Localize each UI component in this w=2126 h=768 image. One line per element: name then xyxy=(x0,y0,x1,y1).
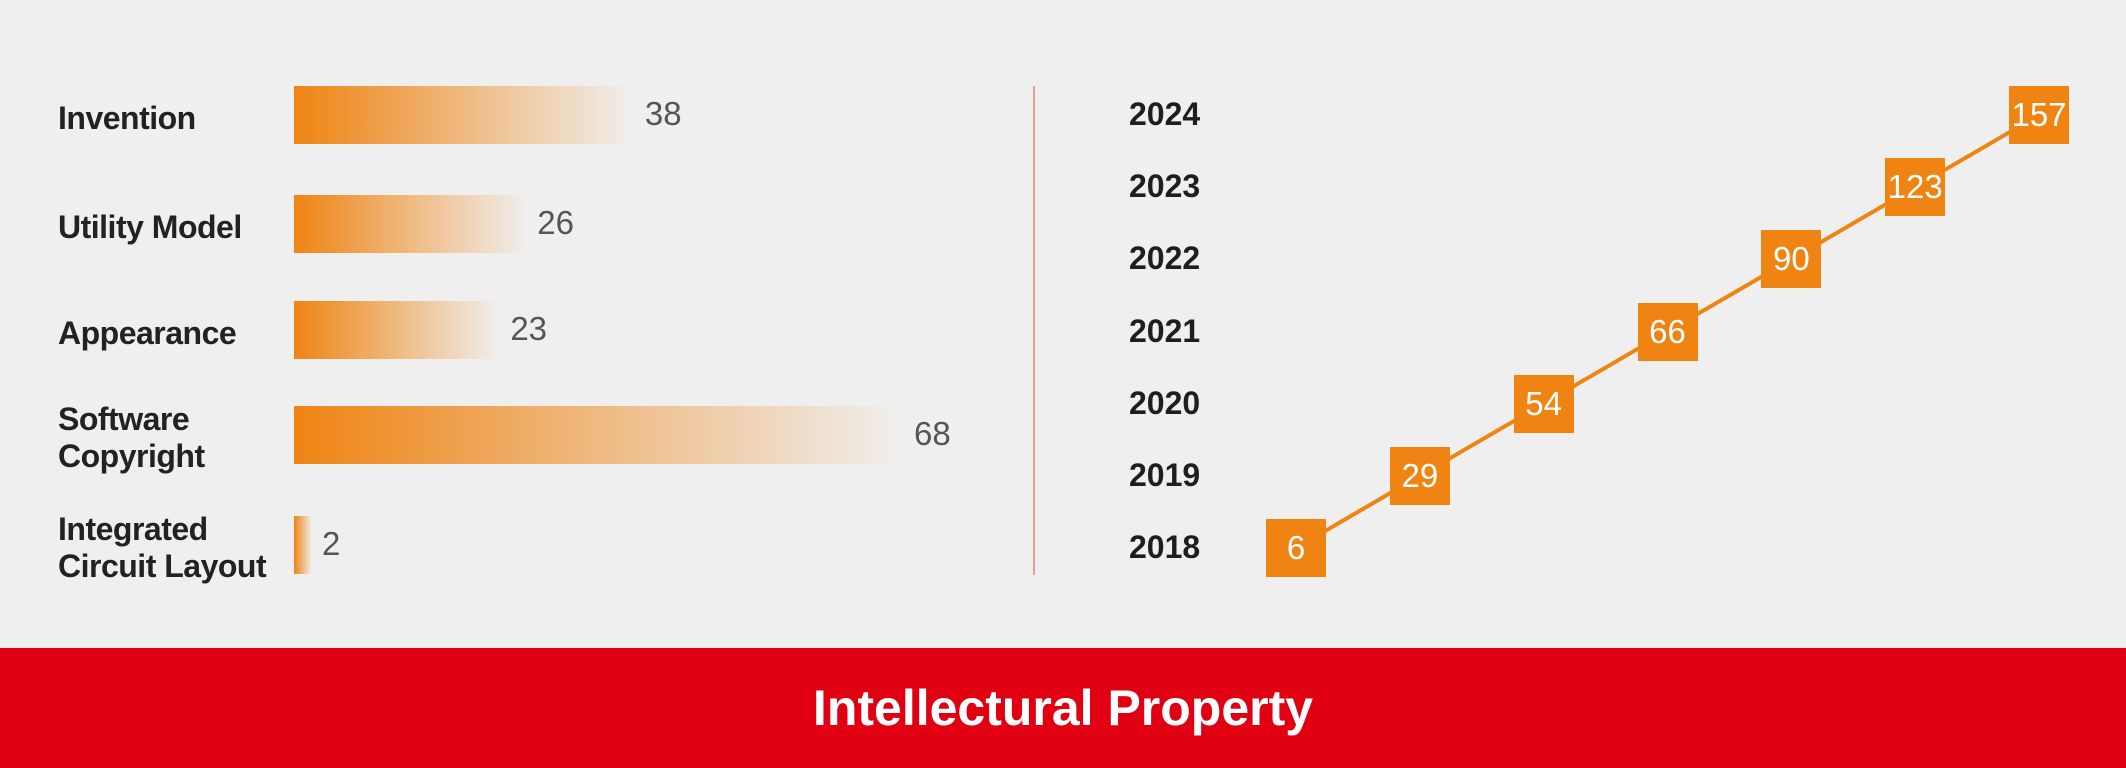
category-label: Integrated Circuit Layout xyxy=(58,511,267,585)
footer-title: Intellectural Property xyxy=(812,680,1314,736)
year-tick-label: 2019 xyxy=(1129,456,1201,493)
category-label-line: Software xyxy=(58,401,190,437)
data-point-label: 123 xyxy=(1885,158,1946,217)
bar-value-label: 2 xyxy=(321,525,341,562)
category-label-line: Circuit Layout xyxy=(58,548,267,584)
data-point-label: 54 xyxy=(1513,374,1574,433)
chart-divider xyxy=(1033,86,1035,575)
bar-value-label: 68 xyxy=(914,415,951,452)
category-label-line: Appearance xyxy=(58,314,237,351)
bar xyxy=(294,195,528,253)
year-tick-label: 2023 xyxy=(1129,168,1201,205)
category-label-line: Utility Model xyxy=(58,208,242,245)
data-point-label: 29 xyxy=(1389,446,1450,505)
bar-chart: Invention 38 Utility Model 26 Appearance 23 So… xyxy=(0,0,1030,648)
bar xyxy=(294,406,904,464)
data-point-label: 66 xyxy=(1637,302,1698,361)
category-label: Utility Model xyxy=(58,209,242,246)
year-tick-label: 2022 xyxy=(1129,240,1201,277)
footer-banner: Intellectural Property xyxy=(0,648,2126,768)
category-label-line: Integrated xyxy=(58,511,208,547)
bar xyxy=(294,86,635,144)
category-label-line: Invention xyxy=(58,99,196,136)
category-label: Software Copyright xyxy=(58,401,205,475)
series-line xyxy=(1294,113,2041,550)
bar-value-label: 23 xyxy=(510,310,548,347)
category-label-line: Copyright xyxy=(58,438,205,474)
bar xyxy=(294,301,501,359)
bar-value-label: 26 xyxy=(537,204,574,241)
year-tick-label: 2024 xyxy=(1129,96,1201,132)
year-tick-label: 2021 xyxy=(1129,312,1201,349)
category-label: Invention xyxy=(58,100,196,137)
year-tick-label: 2020 xyxy=(1129,384,1201,421)
year-tick-label: 2018 xyxy=(1129,529,1201,565)
bar-value-label: 38 xyxy=(644,95,682,132)
category-label: Appearance xyxy=(58,314,237,352)
data-point-label: 157 xyxy=(2009,86,2069,144)
data-point-label: 6 xyxy=(1266,519,1326,577)
bar xyxy=(294,516,312,574)
data-point-label: 90 xyxy=(1761,230,1822,289)
